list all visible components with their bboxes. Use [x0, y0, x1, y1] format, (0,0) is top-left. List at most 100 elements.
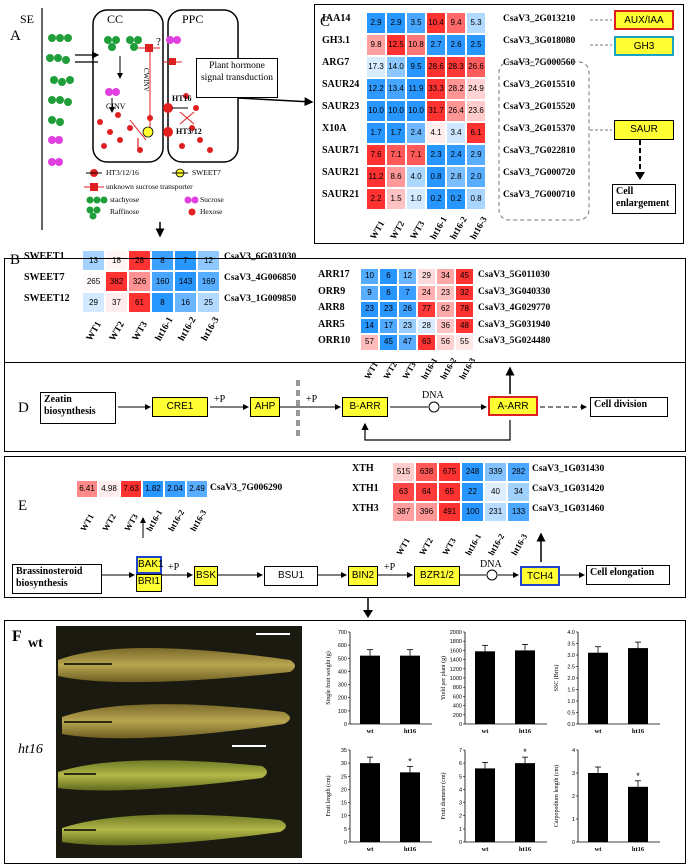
y-tick-label: 2000 [450, 630, 462, 636]
y-tick-label: 1 [459, 827, 462, 833]
heatmap-cell: 29 [417, 268, 436, 285]
x-tick-label: wt [367, 728, 375, 735]
gene-id: CsaV3_2G013210 [503, 14, 576, 24]
heatmap-cell: 339 [484, 462, 507, 482]
y-axis-label: Single fruit weight (g) [325, 651, 332, 705]
gene-label: SAUR21 [322, 189, 360, 200]
heatmap-cell: 8.6 [386, 166, 406, 188]
heatmap-cell: 12.5 [386, 34, 406, 56]
gene-label: SAUR21 [322, 167, 360, 178]
heatmap-cell: 0.8 [466, 188, 486, 210]
heatmap-cell: 40 [484, 482, 507, 502]
y-tick-label: 15 [341, 801, 347, 807]
heatmap-cell: 169 [197, 271, 220, 292]
heatmap-cell: 7.1 [406, 144, 426, 166]
heatmap-cell: 28.2 [446, 78, 466, 100]
heatmap-cell: 6 [379, 268, 398, 285]
heatmap-cell: 9.8 [366, 34, 386, 56]
gene-id: CsaV3_4G006850 [224, 273, 297, 283]
bar [360, 763, 380, 842]
heatmap-cell: 24.9 [466, 78, 486, 100]
x-tick-label: wt [595, 846, 603, 853]
legend-sucrose-label: Sucrose [200, 195, 224, 204]
y-tick-label: 1600 [450, 648, 462, 654]
y-tick-label: 10 [341, 814, 347, 820]
heatmap-cell: 282 [507, 462, 530, 482]
heatmap-cell: 24 [417, 284, 436, 301]
gene-label: ORR10 [318, 335, 351, 346]
y-tick-label: 200 [338, 696, 347, 702]
panel-e-letter: E [18, 498, 28, 514]
heatmap-cell: 0.2 [426, 188, 446, 210]
heatmap-cell: 14 [360, 317, 379, 334]
bak1-node: BAK1 [136, 556, 164, 574]
gene-label: SAUR71 [322, 145, 360, 156]
gene-id: CsaV3_1G031430 [532, 464, 605, 474]
y-tick-label: 1.5 [567, 688, 575, 694]
panel-b-letter: B [10, 252, 21, 268]
y-tick-label: 1 [572, 817, 575, 823]
y-tick-label: 1.0 [567, 699, 575, 705]
y-tick-label: 800 [453, 685, 462, 691]
heatmap-cell: 2.6 [446, 34, 466, 56]
x-tick-label: ht16 [632, 846, 645, 853]
y-tick-label: 100 [338, 709, 347, 715]
heatmap-cell: 45 [379, 334, 398, 351]
heatmap-cell: 7 [398, 284, 417, 301]
cell-enlargement-box: Cell enlargement [612, 184, 676, 214]
heatmap-cell: 18 [105, 250, 128, 271]
heatmap-cell: 17.3 [366, 56, 386, 78]
heatmap-cell: 2.4 [446, 144, 466, 166]
heatmap-cell: 133 [507, 502, 530, 522]
heatmap-cell: 9.4 [446, 12, 466, 34]
e-dna-label: DNA [480, 559, 502, 570]
heatmap-cell: 12.2 [366, 78, 386, 100]
y-tick-label: 25 [341, 774, 347, 780]
heatmap-cell: 491 [438, 502, 461, 522]
bar [515, 650, 535, 724]
y-tick-label: 2 [459, 814, 462, 820]
heatmap-cell: 100 [461, 502, 484, 522]
heatmap-cell: 28.6 [426, 56, 446, 78]
y-tick-label: 3 [459, 801, 462, 807]
gene-id: CsaV3_1G031460 [532, 504, 605, 514]
heatmap-cell: 10.0 [366, 100, 386, 122]
unknown-transporter-question: ? [156, 36, 161, 48]
heatmap-cell: 515 [392, 462, 415, 482]
legend-ht-label: HT3/12/16 [106, 168, 139, 177]
heatmap-cell: 23 [379, 301, 398, 318]
gene-label: IAA14 [322, 13, 351, 24]
heatmap-cell: 22 [461, 482, 484, 502]
heatmap-cell: 2.4 [406, 122, 426, 144]
y-axis-label: SSC (Brix) [553, 665, 560, 692]
heatmap-cell: 26 [398, 301, 417, 318]
heatmap-cell: 2.8 [446, 166, 466, 188]
heatmap-cell: 3.5 [406, 12, 426, 34]
heatmap-cell: 7 [174, 250, 197, 271]
y-tick-label: 0 [344, 840, 347, 846]
gene-id: CsaV3_3G040330 [478, 286, 551, 297]
heatmap-cell: 4.0 [406, 166, 426, 188]
a-arr-node: A-ARR [488, 396, 538, 416]
heatmap-cell: 8 [151, 292, 174, 313]
panel-a-letter: A [10, 28, 21, 44]
heatmap-cell: 2.7 [426, 34, 446, 56]
heatmap-cell: 9.5 [406, 56, 426, 78]
gene-id: CsaV3_5G031940 [478, 319, 551, 330]
heatmap-cell: 0.8 [426, 166, 446, 188]
y-tick-label: 35 [341, 748, 347, 754]
heatmap-cell: 61 [128, 292, 151, 313]
gene-id: CsaV3_2G015370 [503, 124, 576, 134]
heatmap-cell: 0.2 [446, 188, 466, 210]
heatmap-cell: 5.3 [466, 12, 486, 34]
y-tick-label: 0.0 [567, 722, 575, 728]
heatmap-cell: 77 [417, 301, 436, 318]
gene-id: CsaV3_2G015510 [503, 80, 576, 90]
heatmap-cell: 6 [379, 284, 398, 301]
y-tick-label: 5 [344, 827, 347, 833]
y-axis-label: Yield per plant (g) [440, 656, 447, 700]
heatmap-cell: 13.4 [386, 78, 406, 100]
heatmap-cell: 265 [82, 271, 105, 292]
